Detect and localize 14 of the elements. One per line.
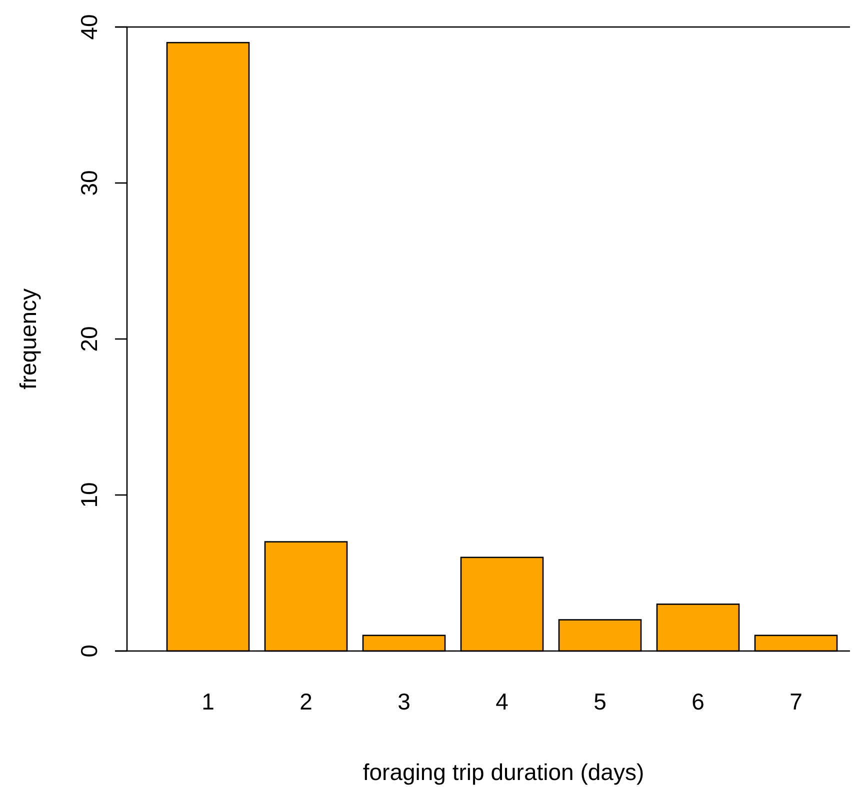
x-tick-label: 1 [202,688,214,714]
y-tick-label: 40 [76,14,102,40]
y-tick-label: 10 [76,482,102,508]
x-tick-label: 7 [790,688,802,714]
y-tick-label: 30 [76,170,102,196]
x-tick-label: 3 [398,688,410,714]
y-tick-label: 20 [76,326,102,352]
x-tick-label: 2 [300,688,312,714]
x-tick-label: 6 [692,688,704,714]
x-axis-title: foraging trip duration (days) [362,759,644,785]
x-tick-label: 4 [496,688,509,714]
y-tick-label: 0 [76,644,102,658]
x-tick-label: 5 [594,688,606,714]
y-axis-title: frequency [15,288,41,390]
